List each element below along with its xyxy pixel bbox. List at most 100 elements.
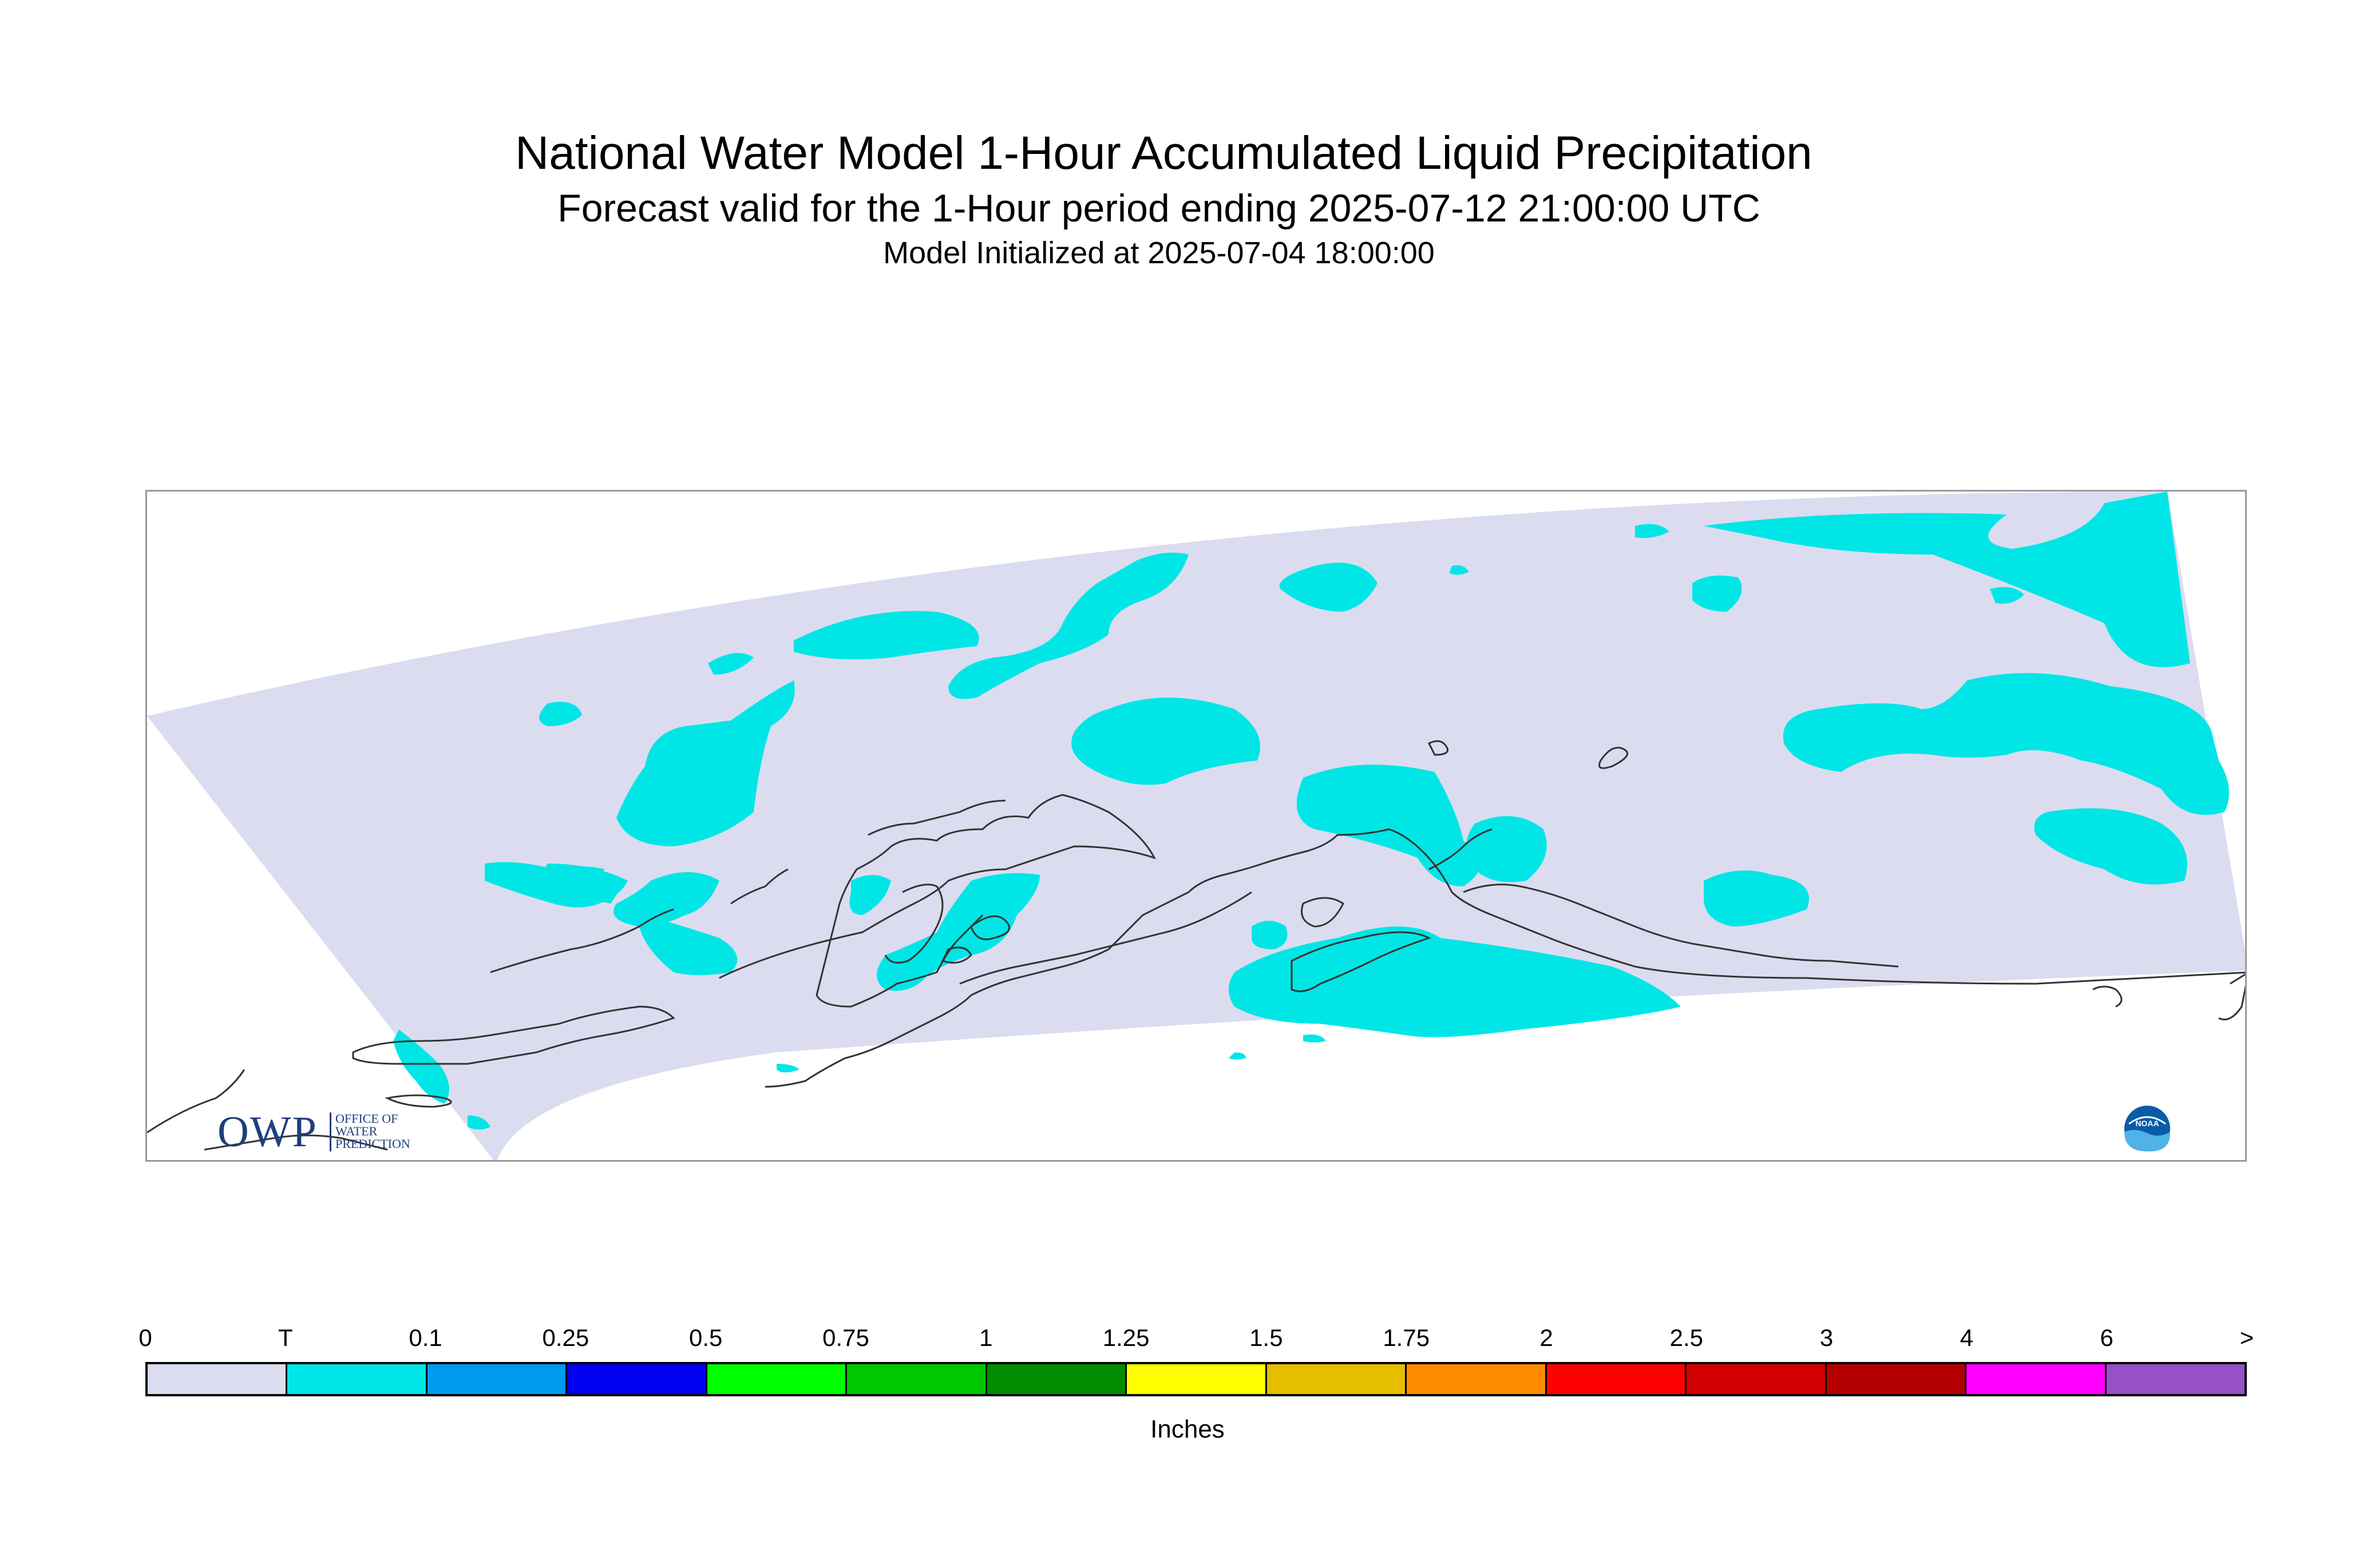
precip-area <box>877 873 1040 991</box>
owp-logo-line-3: PREDICTION <box>335 1137 410 1151</box>
coastline <box>147 1069 246 1134</box>
coastline <box>765 828 2245 1088</box>
legend-tick: T <box>278 1324 293 1351</box>
legend-tick: 0 <box>138 1324 152 1351</box>
precip-colorbar <box>145 1362 2247 1396</box>
precip-area <box>2059 704 2097 743</box>
precip-area <box>613 872 719 926</box>
coastline <box>385 1094 452 1108</box>
precip-area <box>1783 673 2229 815</box>
colorbar-swatch <box>1687 1364 1827 1394</box>
colorbar-swatch <box>1966 1364 2107 1394</box>
colorbar-swatch <box>567 1364 707 1394</box>
coastline <box>490 908 674 973</box>
coastline <box>970 915 1011 940</box>
coastline <box>1598 747 1629 769</box>
coastline <box>1463 884 1693 945</box>
legend-tick: 2 <box>1539 1324 1553 1351</box>
colorbar-swatch <box>1826 1364 1967 1394</box>
legend-tick: 0.75 <box>822 1324 869 1351</box>
precip-area <box>1466 816 1547 882</box>
legend-tick-labels: 0 T 0.1 0.25 0.5 0.75 1 1.25 1.5 1.75 2 … <box>138 1322 2254 1354</box>
coastline <box>2092 985 2123 1008</box>
precip-area <box>536 864 628 904</box>
precip-area <box>1704 492 2190 667</box>
precip-area <box>1296 765 1481 886</box>
precip-area <box>1635 524 1669 538</box>
map-panel <box>145 490 2247 1162</box>
legend-tick: 0.5 <box>688 1324 723 1351</box>
owp-logo: OWP OFFICE OF WATER PREDICTION <box>217 1109 435 1155</box>
precip-area <box>1990 587 2024 604</box>
colorbar-swatch <box>707 1364 848 1394</box>
legend-tick: 2.5 <box>1669 1324 1703 1351</box>
colorbar-swatch <box>2106 1364 2245 1394</box>
forecast-valid-subtitle: Forecast valid for the 1-Hour period end… <box>557 187 1760 230</box>
legend-tick: 4 <box>1960 1324 1974 1351</box>
owp-logo-subtext: OFFICE OF WATER PREDICTION <box>335 1112 410 1150</box>
precip-areas <box>393 492 2229 1130</box>
legend-tick: 1.5 <box>1249 1324 1283 1351</box>
map-canvas <box>147 492 2245 1160</box>
coastline <box>959 943 1121 985</box>
colorbar-swatch <box>1407 1364 1547 1394</box>
precip-area <box>639 915 738 975</box>
precip-area <box>948 552 1189 699</box>
colorbar-swatch <box>987 1364 1127 1394</box>
legend-tick: > <box>2239 1324 2254 1351</box>
colorbar-swatch <box>1546 1364 1687 1394</box>
legend-units-label: Inches <box>1150 1415 1225 1443</box>
precip-area <box>1449 565 1469 575</box>
coastline <box>352 1005 675 1065</box>
precip-area <box>1303 1034 1326 1043</box>
precip-area <box>1704 870 1809 926</box>
colorbar-swatch <box>287 1364 428 1394</box>
coastline <box>884 884 944 964</box>
map-title: National Water Model 1-Hour Accumulated … <box>515 127 1812 179</box>
precip-area <box>393 1030 449 1104</box>
coastline <box>719 794 1156 1008</box>
precip-area <box>1229 1052 1246 1060</box>
owp-logo-letters: OWP <box>217 1108 318 1156</box>
noaa-emblem: NOAA <box>2124 1106 2170 1152</box>
precip-area <box>794 611 979 660</box>
owp-logo-line-1: OFFICE OF <box>335 1111 398 1126</box>
legend-tick: 0.1 <box>409 1324 442 1351</box>
precip-area <box>777 1064 799 1072</box>
precip-area <box>616 680 795 846</box>
owp-logo-divider <box>330 1112 331 1151</box>
precip-area <box>1252 921 1288 949</box>
precip-area <box>539 702 582 726</box>
legend-tick: 1 <box>979 1324 993 1351</box>
colorbar-swatch <box>847 1364 987 1394</box>
coastline <box>1291 931 1431 992</box>
precip-area <box>708 653 754 675</box>
coastline <box>1692 943 1899 968</box>
precip-area <box>468 1115 490 1130</box>
coastline <box>868 799 1006 836</box>
coastline <box>2218 973 2245 1020</box>
legend-tick: 0.25 <box>542 1324 589 1351</box>
coastline <box>1428 828 1493 870</box>
noaa-logo: NOAA <box>2123 1104 2171 1153</box>
precip-area <box>1279 563 1378 612</box>
legend-tick: 1.25 <box>1102 1324 1150 1351</box>
noaa-logo-text: NOAA <box>2135 1119 2159 1128</box>
legend-tick: 1.75 <box>1383 1324 1430 1351</box>
coastline <box>204 1134 388 1151</box>
precip-area <box>1229 926 1681 1038</box>
coastlines <box>147 740 2245 1151</box>
model-init-subtitle: Model Initialized at 2025-07-04 18:00:00 <box>883 236 1435 270</box>
colorbar-swatch <box>1127 1364 1267 1394</box>
precip-area <box>849 875 891 915</box>
colorbar-swatch <box>1266 1364 1407 1394</box>
coastline <box>1119 891 1252 945</box>
coastline <box>1427 740 1448 756</box>
coastline <box>730 868 789 905</box>
legend-tick: 3 <box>1819 1324 1834 1351</box>
colorbar-swatch <box>148 1364 288 1394</box>
model-domain <box>147 492 2245 1160</box>
precip-area <box>2034 808 2187 885</box>
precip-area <box>1692 575 1742 612</box>
legend-tick: 6 <box>2100 1324 2113 1351</box>
